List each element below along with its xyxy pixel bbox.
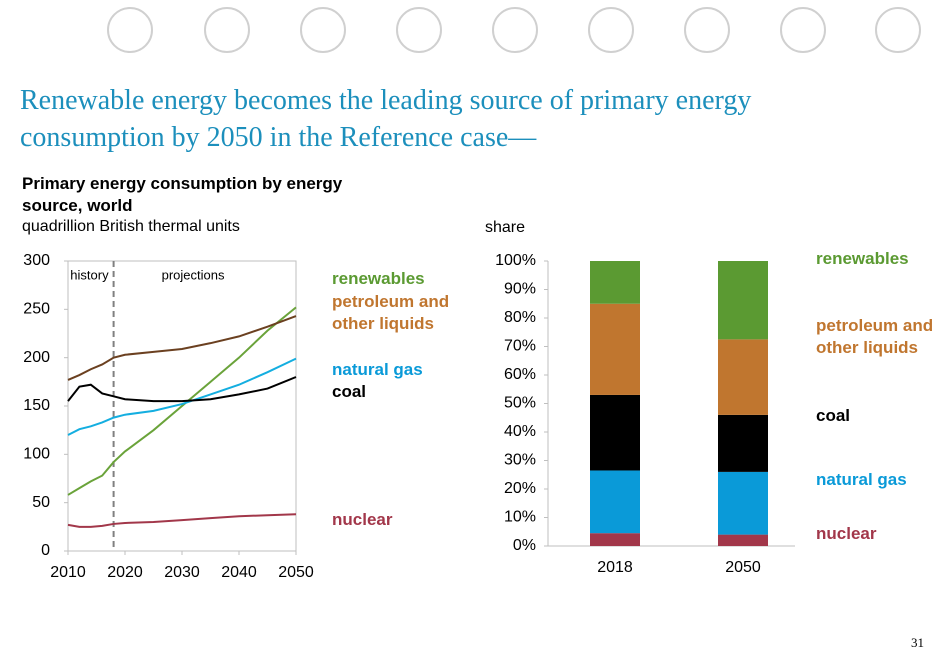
y-tick-label: 20% [504, 480, 536, 497]
y-tick-label: 300 [23, 252, 50, 269]
y-tick-label: 80% [504, 309, 536, 326]
series-label: coal [332, 382, 367, 401]
bar-segment [718, 414, 768, 472]
y-tick-label: 60% [504, 366, 536, 383]
mining-icon [492, 7, 538, 53]
bar-segment [590, 470, 640, 534]
bar-segment [718, 261, 768, 340]
slide-title: Renewable energy becomes the leading sou… [20, 85, 752, 153]
series-line [67, 306, 297, 496]
transport-icon [300, 7, 346, 53]
y-tick-label: 50% [504, 395, 536, 412]
legend-label: renewables [816, 249, 909, 268]
industry-icon [107, 7, 153, 53]
y-axis-title: share [485, 219, 525, 236]
chart-subtitle: quadrillion British thermal units [22, 218, 240, 235]
bar-segment [590, 533, 640, 546]
emissions-icon [780, 7, 826, 53]
electricity-icon [396, 7, 442, 53]
series-line [67, 357, 297, 436]
bar-segment [590, 394, 640, 471]
x-tick-label: 2018 [597, 559, 633, 576]
annotation: projections [162, 267, 225, 282]
chart-title: Primary energy consumption by energy sou… [22, 174, 343, 215]
y-tick-label: 100 [23, 446, 50, 463]
y-tick-label: 40% [504, 423, 536, 440]
bar-segment [718, 471, 768, 535]
series-label: natural gas [332, 360, 423, 379]
y-tick-label: 150 [23, 397, 50, 414]
buildings-icon [204, 7, 250, 53]
y-tick-label: 30% [504, 452, 536, 469]
y-tick-label: 200 [23, 349, 50, 366]
y-tick-label: 90% [504, 281, 536, 298]
y-tick-label: 250 [23, 301, 50, 318]
x-tick-label: 2010 [50, 564, 86, 581]
bar-segment [590, 303, 640, 395]
page-number: 31 [911, 635, 924, 650]
y-tick-label: 0% [513, 537, 536, 554]
legend-label: nuclear [816, 524, 877, 543]
legend-label: natural gas [816, 470, 907, 489]
x-tick-label: 2050 [725, 559, 761, 576]
y-tick-label: 70% [504, 338, 536, 355]
bar-segment [718, 534, 768, 546]
y-tick-label: 0 [41, 542, 50, 559]
top-icons [107, 7, 921, 53]
x-tick-label: 2020 [107, 564, 143, 581]
legend-label: petroleum and other liquids [816, 316, 934, 357]
series-label: nuclear [332, 510, 393, 529]
bar-segment [718, 339, 768, 415]
annotation: history [70, 267, 109, 282]
y-tick-label: 50 [32, 494, 50, 511]
x-tick-label: 2040 [221, 564, 257, 581]
series-line [67, 315, 297, 381]
oil-icon [588, 7, 634, 53]
y-tick-label: 100% [495, 252, 536, 269]
x-tick-label: 2030 [164, 564, 200, 581]
series-line [67, 513, 297, 528]
bar-segment [590, 261, 640, 304]
series-line [67, 376, 297, 403]
legend-label: coal [816, 406, 851, 425]
series-label: petroleum and other liquids [332, 292, 450, 333]
series-label: renewables [332, 269, 425, 288]
document-icon [875, 7, 921, 53]
x-tick-label: 2050 [278, 564, 314, 581]
gas-icon [684, 7, 730, 53]
y-tick-label: 10% [504, 509, 536, 526]
